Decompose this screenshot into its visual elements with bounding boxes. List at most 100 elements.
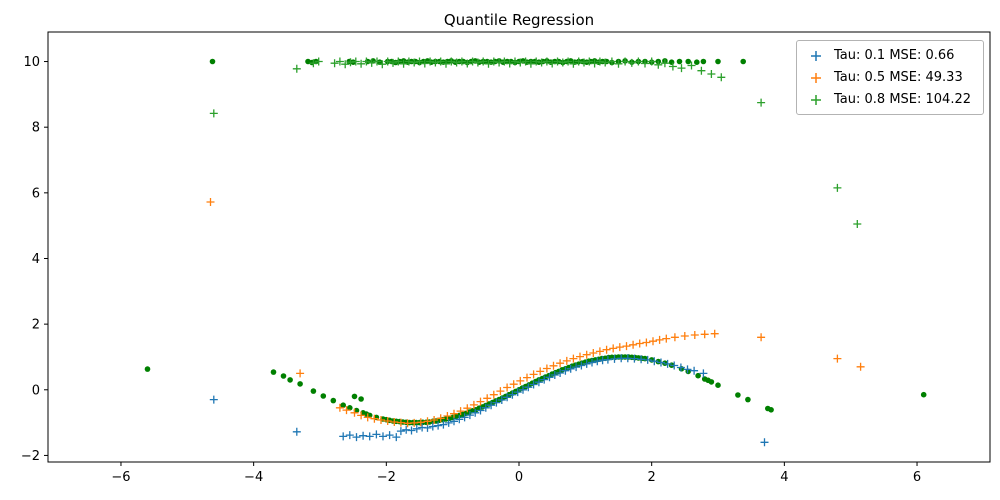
- tau-0-8-point: [542, 57, 551, 66]
- tau-0-5-point: [609, 344, 618, 353]
- tau-0-5-point: [615, 343, 624, 352]
- tau-0-1-point: [508, 390, 517, 399]
- tau-0-5-point: [549, 361, 558, 370]
- observations-point: [695, 372, 701, 379]
- observations-point: [351, 393, 358, 400]
- tau-0-8-point: [717, 73, 726, 82]
- tau-0-8-point: [607, 57, 616, 66]
- tau-0-5-point: [833, 354, 842, 363]
- tau-0-5-point: [536, 367, 545, 376]
- observations-point: [715, 382, 721, 389]
- tau-0-5-point: [757, 333, 766, 342]
- tau-0-1-point: [676, 363, 685, 372]
- tau-0-1-point: [643, 355, 652, 364]
- tau-0-5-point: [569, 354, 578, 363]
- plus-marker-path: [811, 72, 821, 83]
- tau-0-8-point: [654, 60, 663, 69]
- tau-0-1-point: [359, 431, 368, 440]
- tau-0-1-point: [379, 432, 387, 441]
- tau-0-8-point: [468, 57, 477, 66]
- tau-0-8-point: [641, 59, 649, 68]
- tau-0-1-point: [352, 433, 361, 442]
- tau-0-8-point: [362, 57, 371, 66]
- y-tick-label: 10: [23, 55, 40, 70]
- tau-0-1-point: [524, 383, 533, 392]
- tau-0-8-point: [500, 57, 509, 66]
- tau-0-8-point: [569, 59, 578, 68]
- tau-0-8-point: [511, 57, 519, 66]
- tau-0-8-point: [595, 57, 604, 66]
- observations-point: [676, 58, 683, 65]
- tau-0-8-point: [309, 59, 318, 68]
- tau-0-8-point: [367, 58, 376, 67]
- tau-0-8-point: [457, 57, 466, 66]
- tau-0-8-point: [436, 57, 445, 66]
- tau-0-1-point: [209, 395, 218, 404]
- plus-marker-path: [811, 94, 821, 105]
- legend-item-tau-0-1: Tau: 0.1 MSE: 0.66: [805, 48, 971, 63]
- y-tick-label: 8: [32, 121, 40, 136]
- tau-0-1-point: [630, 354, 639, 363]
- tau-0-5-point: [296, 369, 305, 378]
- legend-item-tau-0-5: Tau: 0.5 MSE: 49.33: [805, 70, 971, 85]
- tau-0-5-point: [350, 408, 359, 417]
- tau-0-8-point: [647, 57, 656, 66]
- tau-0-1-point: [487, 401, 496, 410]
- observations-point: [347, 405, 353, 411]
- y-tick-label: −2: [21, 449, 40, 464]
- tau-0-1-point: [339, 432, 348, 441]
- tau-0-5-point: [635, 339, 644, 348]
- tau-0-1-point: [670, 361, 679, 370]
- tau-0-1-point: [663, 359, 672, 368]
- observations-point: [280, 373, 287, 379]
- tau-0-8-point: [833, 183, 842, 192]
- tau-0-5-point: [443, 412, 452, 420]
- observations-point: [668, 59, 675, 65]
- x-tick-label: −4: [244, 470, 263, 485]
- tau-0-1-point: [760, 438, 769, 447]
- x-axis: −6 −4 −2 0 2 4 6: [111, 462, 921, 485]
- legend-label-tau-0-1: Tau: 0.1 MSE: 0.66: [834, 48, 955, 63]
- tau-0-1-point: [690, 366, 699, 375]
- tau-0-8-point: [614, 59, 623, 68]
- observations-point: [144, 366, 151, 372]
- series-tau-0-8: [209, 57, 862, 228]
- tau-0-8-point: [410, 58, 419, 67]
- tau-0-5-point: [335, 403, 344, 412]
- tau-0-8-point: [383, 57, 392, 66]
- tau-0-8-point: [447, 57, 456, 66]
- tau-0-5-point: [509, 380, 518, 389]
- observations-point: [662, 360, 668, 367]
- tau-0-8-point: [489, 57, 498, 66]
- x-tick-label: −2: [377, 470, 396, 485]
- tau-0-8-point: [621, 57, 630, 66]
- tau-0-5-point: [700, 330, 709, 339]
- tau-0-5-point: [856, 362, 865, 371]
- tau-0-8-point: [553, 57, 562, 66]
- tau-0-8-point: [209, 109, 218, 118]
- tau-0-5-point: [589, 349, 598, 357]
- tau-0-1-point: [471, 408, 480, 417]
- y-tick-label: 4: [32, 252, 40, 267]
- tau-0-8-point: [707, 70, 716, 78]
- tau-0-1-point: [566, 364, 575, 373]
- tau-0-5-point: [370, 414, 379, 423]
- observations-point: [694, 59, 700, 65]
- tau-0-1-point: [577, 361, 586, 370]
- tau-0-1-point: [550, 371, 559, 379]
- tau-0-1-point: [455, 415, 464, 424]
- x-tick-label: 2: [648, 470, 656, 485]
- tau-0-5-point: [436, 414, 445, 423]
- tau-0-5-point: [423, 417, 432, 426]
- tau-0-1-point: [556, 369, 565, 377]
- observations-point: [740, 58, 746, 65]
- plus-marker-icon: [811, 72, 821, 83]
- tau-0-5-point: [710, 329, 719, 338]
- tau-0-8-point: [341, 60, 350, 69]
- observations-point: [287, 377, 293, 383]
- tau-0-8-point: [757, 98, 766, 107]
- tau-0-8-point: [660, 59, 669, 68]
- tau-0-5-point: [556, 359, 565, 368]
- tau-0-1-point: [650, 357, 659, 366]
- tau-0-5-point: [516, 376, 525, 385]
